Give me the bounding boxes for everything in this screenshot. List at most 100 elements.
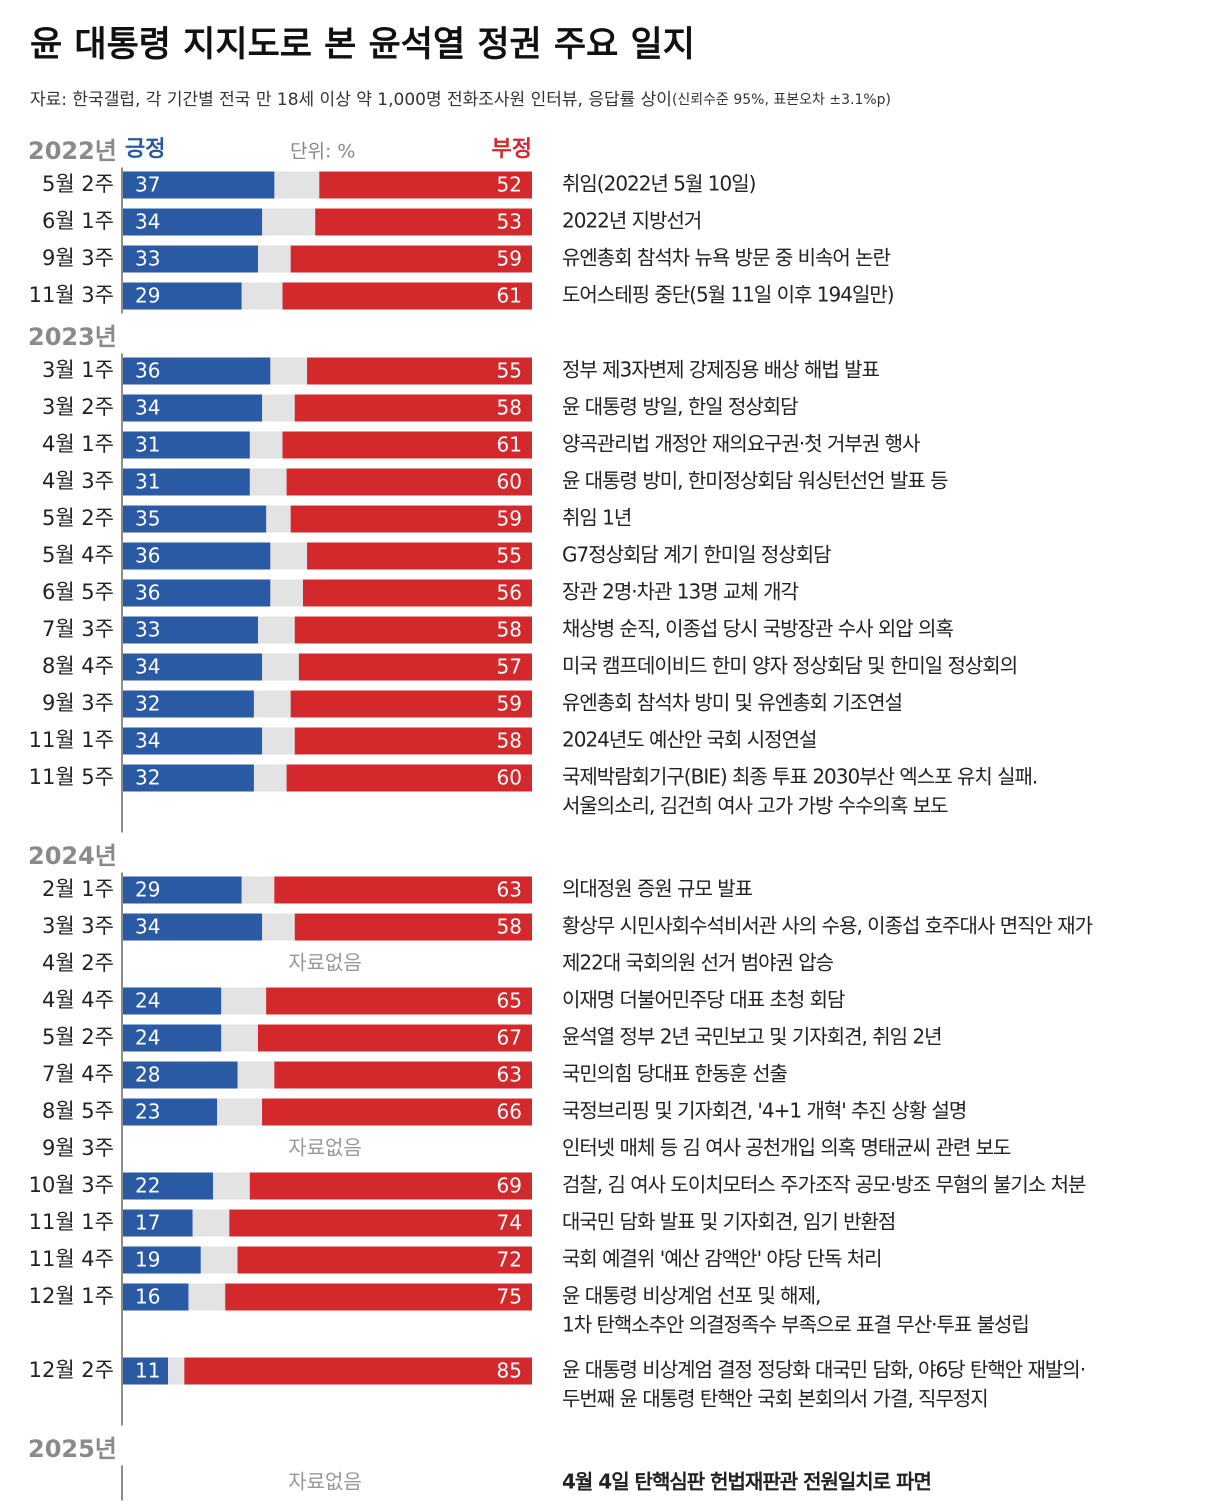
value-label: 23 — [135, 1100, 160, 1124]
row-label: 3월 2주 — [42, 395, 114, 419]
bar-positive — [123, 542, 271, 570]
row-label: 4월 4주 — [42, 988, 114, 1012]
value-label: 58 — [497, 915, 522, 939]
bar-negative — [307, 357, 532, 385]
row-label: 5월 2주 — [42, 1025, 114, 1049]
row-label: 11월 4주 — [29, 1247, 114, 1271]
bar-positive — [123, 468, 250, 496]
value-label: 29 — [135, 284, 160, 308]
bar-negative — [302, 579, 532, 607]
value-label: 22 — [135, 1174, 160, 1198]
bar-positive — [123, 1283, 189, 1311]
value-label: 58 — [497, 618, 522, 642]
row-label: 12월 2주 — [29, 1358, 114, 1382]
subtitle-text: 자료: 한국갤럽, 각 기간별 전국 만 18세 이상 약 1,000명 전화조… — [30, 90, 672, 110]
bar-negative — [249, 1172, 533, 1200]
value-label: 59 — [497, 692, 522, 716]
value-label: 11 — [135, 1359, 160, 1383]
value-label: 32 — [135, 766, 160, 790]
no-data: 자료없음 — [288, 1136, 362, 1160]
event-annotation: 윤 대통령 방일, 한일 정상회담 — [562, 395, 798, 419]
event-annotation: 유엔총회 참석차 뉴욕 방문 중 비속어 논란 — [562, 246, 891, 270]
bar-positive — [123, 1061, 238, 1089]
bar-negative — [294, 394, 532, 422]
event-annotation: 도어스테핑 중단(5월 11일 이후 194일만) — [562, 283, 894, 307]
value-label: 55 — [497, 359, 522, 383]
bar-positive — [123, 987, 222, 1015]
row-label: 5월 2주 — [42, 506, 114, 530]
value-label: 56 — [497, 581, 522, 605]
subtitle: 자료: 한국갤럽, 각 기간별 전국 만 18세 이상 약 1,000명 전화조… — [30, 90, 891, 110]
row-label: 3월 3주 — [42, 914, 114, 938]
event-annotation: 서울의소리, 김건희 여사 고가 가방 수수의혹 보도 — [562, 794, 948, 818]
row-label: 7월 4주 — [42, 1062, 114, 1086]
value-label: 19 — [135, 1248, 160, 1272]
legend-negative: 부정 — [492, 137, 532, 162]
event-annotation: G7정상회담 계기 한미일 정상회담 — [562, 543, 831, 567]
event-annotation: 국민의힘 당대표 한동훈 선출 — [562, 1062, 787, 1086]
event-annotation: 4월 4일 탄핵심판 헌법재판관 전원일치로 파면 — [562, 1470, 931, 1494]
event-annotation: 미국 캠프데이비드 한미 양자 정상회담 및 한미일 정상회의 — [562, 654, 1017, 678]
event-annotation: 양곡관리법 개정안 재의요구권·첫 거부권 행사 — [562, 432, 920, 456]
bar-positive — [123, 690, 254, 718]
bar-positive — [123, 653, 263, 681]
row-label: 4월 3주 — [42, 469, 114, 493]
bar-positive — [123, 1172, 213, 1200]
bar-positive — [123, 431, 250, 459]
bar-negative — [282, 282, 532, 310]
bar-negative — [282, 431, 532, 459]
row-label: 12월 1주 — [29, 1284, 114, 1308]
bar-negative — [266, 987, 532, 1015]
value-label: 58 — [497, 396, 522, 420]
bar-positive — [123, 876, 242, 904]
value-label: 85 — [497, 1359, 522, 1383]
value-label: 52 — [497, 173, 522, 197]
event-annotation: 검찰, 김 여사 도이치모터스 주가조작 공모·방조 무혐의 불기소 처분 — [562, 1173, 1086, 1197]
bar-negative — [274, 876, 532, 904]
bar-negative — [307, 542, 532, 570]
row-label: 6월 1주 — [42, 209, 114, 233]
bar-negative — [315, 208, 532, 236]
bar-positive — [123, 913, 263, 941]
row-label: 4월 1주 — [42, 432, 114, 456]
event-annotation: 1차 탄핵소추안 의결정족수 부족으로 표결 무산·투표 불성립 — [562, 1313, 1029, 1337]
value-label: 63 — [497, 1063, 522, 1087]
value-label: 65 — [497, 989, 522, 1013]
year-label: 2024년 — [28, 842, 117, 870]
bar-negative — [290, 245, 532, 273]
value-label: 59 — [497, 507, 522, 531]
value-label: 60 — [497, 766, 522, 790]
value-label: 69 — [497, 1174, 522, 1198]
row-label: 9월 3주 — [42, 1136, 114, 1160]
event-annotation: 제22대 국회의원 선거 범야권 압승 — [562, 951, 834, 975]
bar-positive — [123, 357, 271, 385]
row-label: 5월 4주 — [42, 543, 114, 567]
value-label: 66 — [497, 1100, 522, 1124]
bar-positive — [123, 208, 263, 236]
bar-negative — [274, 1061, 532, 1089]
bar-positive — [123, 245, 258, 273]
value-label: 63 — [497, 878, 522, 902]
value-label: 53 — [497, 210, 522, 234]
bar-negative — [286, 764, 532, 792]
event-annotation: 국회 예결위 '예산 감액안' 야당 단독 처리 — [562, 1247, 882, 1271]
row-label: 9월 3주 — [42, 246, 114, 270]
event-annotation: 대국민 담화 발표 및 기자회견, 임기 반환점 — [562, 1210, 895, 1234]
value-label: 36 — [135, 359, 160, 383]
value-label: 34 — [135, 655, 160, 679]
event-annotation: 윤 대통령 방미, 한미정상회담 워싱턴선언 발표 등 — [562, 469, 948, 493]
bar-negative — [225, 1283, 532, 1311]
value-label: 57 — [497, 655, 522, 679]
value-label: 37 — [135, 173, 160, 197]
value-label: 72 — [497, 1248, 522, 1272]
bar-negative — [286, 468, 532, 496]
bar-negative — [294, 913, 532, 941]
value-label: 31 — [135, 433, 160, 457]
row-label: 7월 3주 — [42, 617, 114, 641]
bar-positive — [123, 764, 254, 792]
bar-negative — [229, 1209, 532, 1237]
row-label: 11월 3주 — [29, 283, 114, 307]
unit-label: 단위: % — [290, 141, 355, 163]
value-label: 29 — [135, 878, 160, 902]
